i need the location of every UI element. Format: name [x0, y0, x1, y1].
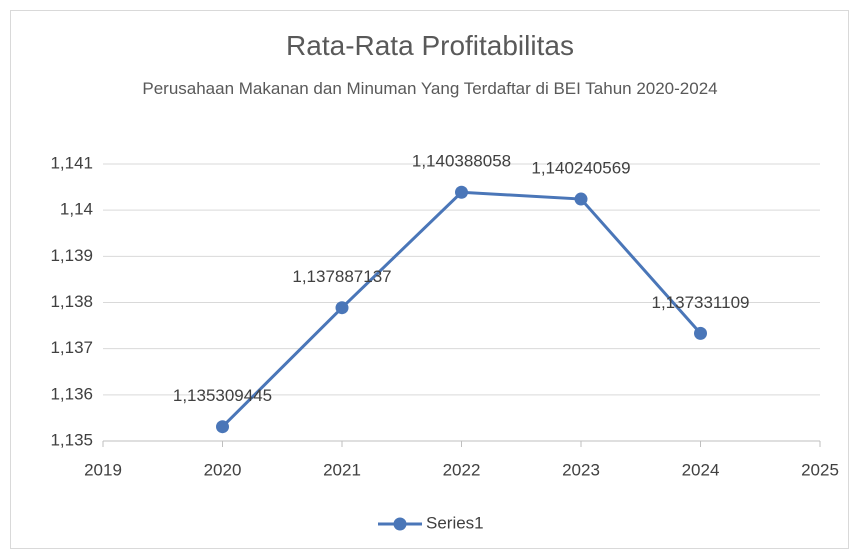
data-label: 1,137887137: [292, 267, 391, 286]
x-tick-label: 2023: [562, 460, 600, 479]
data-point: [216, 420, 229, 434]
data-label: 1,140240569: [531, 159, 630, 178]
data-point: [574, 192, 588, 206]
data-point: [455, 185, 468, 199]
y-tick-label: 1,14: [60, 200, 93, 219]
x-tick-label: 2020: [204, 460, 242, 479]
x-tick-label: 2019: [84, 460, 122, 479]
legend-marker: [393, 517, 407, 531]
y-tick-label: 1,139: [50, 246, 93, 265]
data-label: 1,135309445: [173, 386, 272, 405]
y-tick-label: 1,138: [50, 292, 93, 311]
data-point: [335, 301, 349, 315]
y-tick-label: 1,135: [50, 430, 93, 449]
x-tick-label: 2024: [682, 460, 720, 479]
data-point: [694, 326, 707, 340]
x-tick-label: 2025: [801, 460, 839, 479]
y-tick-label: 1,137: [50, 338, 93, 357]
x-tick-label: 2021: [323, 460, 361, 479]
chart-frame: [10, 10, 849, 549]
x-tick-label: 2022: [443, 460, 481, 479]
chart-title: Rata-Rata Profitabilitas: [286, 30, 574, 61]
y-tick-label: 1,141: [50, 153, 93, 172]
data-label: 1,137331109: [651, 293, 749, 312]
legend-label: Series1: [426, 513, 484, 532]
chart-subtitle: Perusahaan Makanan dan Minuman Yang Terd…: [142, 79, 718, 98]
data-label: 1,140388058: [412, 152, 511, 171]
y-tick-label: 1,136: [50, 384, 93, 403]
